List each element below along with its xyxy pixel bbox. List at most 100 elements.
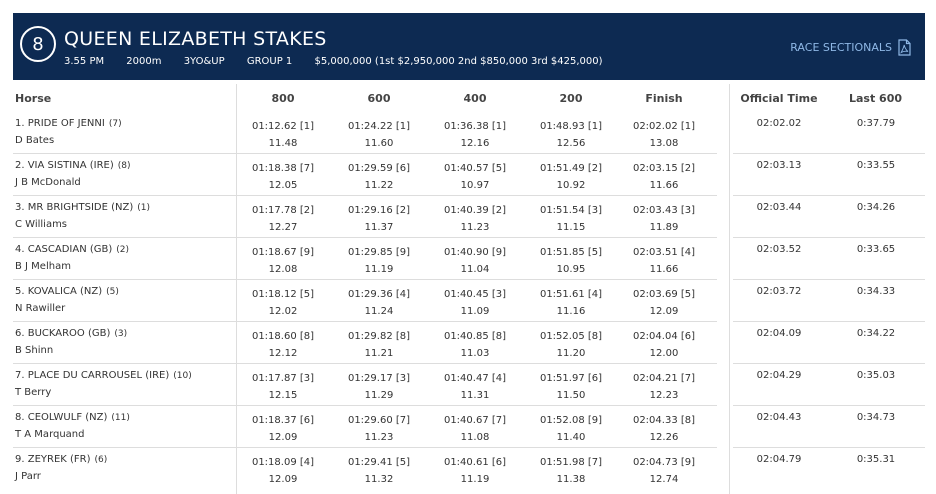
jockey-name: T A Marquand xyxy=(15,429,85,440)
sectional-time: 01:40.39 [2] xyxy=(443,205,507,216)
sectional-s600: 01:29.17 [3] 11.29 xyxy=(334,370,424,404)
race-age: 3YO&UP xyxy=(183,56,225,67)
barrier-number: (2) xyxy=(116,245,130,255)
sectional-time: 01:40.61 [6] xyxy=(443,457,507,468)
sectional-s800: 01:12.62 [1] 11.48 xyxy=(238,118,328,152)
sectional-s400: 01:40.67 [7] 11.08 xyxy=(430,412,520,446)
sectional-s400: 01:40.39 [2] 11.23 xyxy=(430,202,520,236)
sectional-s400: 01:36.38 [1] 12.16 xyxy=(430,118,520,152)
horse-name[interactable]: 2. VIA SISTINA (IRE) (8) xyxy=(15,160,131,171)
split-time: 11.03 xyxy=(460,348,490,359)
row-divider xyxy=(733,237,925,238)
split-time: 11.21 xyxy=(364,348,394,359)
sectional-finish: 02:03.69 [5] 12.09 xyxy=(619,286,709,320)
split-time: 11.31 xyxy=(460,390,490,401)
sectional-time: 01:18.12 [5] xyxy=(251,289,315,300)
sectional-time: 01:52.08 [9] xyxy=(539,415,603,426)
split-time: 10.97 xyxy=(460,180,490,191)
table-row: 6. BUCKAROO (GB) (3) B Shinn 01:18.60 [8] 12… xyxy=(13,322,925,364)
race-sectionals-link[interactable]: RACE SECTIONALS xyxy=(790,39,911,56)
last-600-time: 0:34.26 xyxy=(856,202,896,213)
sectional-time: 01:51.54 [3] xyxy=(539,205,603,216)
split-time: 12.09 xyxy=(268,474,298,485)
split-time: 11.48 xyxy=(268,138,298,149)
barrier-number: (8) xyxy=(117,161,131,171)
sectional-time: 01:52.05 [8] xyxy=(539,331,603,342)
official-time: 02:03.52 xyxy=(756,244,802,255)
sectional-time: 01:18.38 [7] xyxy=(251,163,315,174)
sectional-s400: 01:40.90 [9] 11.04 xyxy=(430,244,520,278)
split-time: 11.32 xyxy=(364,474,394,485)
col-600-header: 600 xyxy=(367,92,391,105)
horse-name[interactable]: 5. KOVALICA (NZ) (5) xyxy=(15,286,119,297)
col-200-header: 200 xyxy=(559,92,583,105)
sectional-time: 02:03.43 [3] xyxy=(632,205,696,216)
sectional-time: 01:29.85 [9] xyxy=(347,247,411,258)
last-600-time: 0:34.73 xyxy=(856,412,896,423)
official-time: 02:04.29 xyxy=(756,370,802,381)
table-row: 9. ZEYREK (FR) (6) J Parr 01:18.09 [4] 12.09… xyxy=(13,448,925,490)
sectional-time: 01:29.36 [4] xyxy=(347,289,411,300)
barrier-number: (11) xyxy=(111,413,130,423)
split-time: 11.60 xyxy=(364,138,394,149)
split-time: 12.05 xyxy=(268,180,298,191)
split-time: 11.23 xyxy=(460,222,490,233)
barrier-number: (6) xyxy=(94,455,108,465)
sectional-time: 01:18.09 [4] xyxy=(251,457,315,468)
race-header: 8 QUEEN ELIZABETH STAKES 3.55 PM 2000m 3… xyxy=(13,13,925,80)
jockey-name: J B McDonald xyxy=(15,177,81,188)
table-row: 4. CASCADIAN (GB) (2) B J Melham 01:18.67 [… xyxy=(13,238,925,280)
split-time: 12.16 xyxy=(460,138,490,149)
row-divider xyxy=(13,237,717,238)
pdf-icon xyxy=(898,39,911,56)
sectional-s200: 01:51.49 [2] 10.92 xyxy=(526,160,616,194)
col-horse-header: Horse xyxy=(15,92,52,105)
sectional-s800: 01:18.09 [4] 12.09 xyxy=(238,454,328,488)
sectional-finish: 02:03.43 [3] 11.89 xyxy=(619,202,709,236)
horse-name-text: 7. PLACE DU CARROUSEL (IRE) xyxy=(15,370,170,381)
sectional-s800: 01:17.87 [3] 12.15 xyxy=(238,370,328,404)
split-time: 11.40 xyxy=(556,432,586,443)
sectional-time: 01:29.59 [6] xyxy=(347,163,411,174)
official-time: 02:04.43 xyxy=(756,412,802,423)
sectional-s600: 01:29.41 [5] 11.32 xyxy=(334,454,424,488)
jockey-name: C Williams xyxy=(15,219,68,230)
split-time: 12.74 xyxy=(649,474,679,485)
horse-name[interactable]: 9. ZEYREK (FR) (6) xyxy=(15,454,107,465)
split-time: 12.15 xyxy=(268,390,298,401)
race-prize: $5,000,000 (1st $2,950,000 2nd $850,000 … xyxy=(314,56,603,67)
split-time: 12.08 xyxy=(268,264,298,275)
row-divider xyxy=(13,153,717,154)
sectional-s800: 01:18.67 [9] 12.08 xyxy=(238,244,328,278)
official-time: 02:02.02 xyxy=(756,118,802,129)
last-600-time: 0:33.55 xyxy=(856,160,896,171)
horse-name[interactable]: 4. CASCADIAN (GB) (2) xyxy=(15,244,129,255)
horse-name-text: 2. VIA SISTINA (IRE) xyxy=(15,160,114,171)
sectional-time: 01:18.37 [6] xyxy=(251,415,315,426)
sectional-finish: 02:04.33 [8] 12.26 xyxy=(619,412,709,446)
official-time: 02:03.44 xyxy=(756,202,802,213)
race-distance: 2000m xyxy=(126,56,162,67)
horse-name[interactable]: 1. PRIDE OF JENNI (7) xyxy=(15,118,122,129)
sectional-time: 01:40.90 [9] xyxy=(443,247,507,258)
official-time: 02:04.09 xyxy=(756,328,802,339)
official-time: 02:03.13 xyxy=(756,160,802,171)
row-divider xyxy=(733,153,925,154)
sectional-time: 01:51.98 [7] xyxy=(539,457,603,468)
horse-name[interactable]: 6. BUCKAROO (GB) (3) xyxy=(15,328,127,339)
sectional-s400: 01:40.61 [6] 11.19 xyxy=(430,454,520,488)
race-sectionals-label: RACE SECTIONALS xyxy=(790,41,892,54)
sectional-time: 01:51.85 [5] xyxy=(539,247,603,258)
column-divider xyxy=(729,84,730,494)
sectional-time: 01:51.97 [6] xyxy=(539,373,603,384)
sectional-finish: 02:04.21 [7] 12.23 xyxy=(619,370,709,404)
horse-name[interactable]: 3. MR BRIGHTSIDE (NZ) (1) xyxy=(15,202,150,213)
row-divider xyxy=(13,279,717,280)
split-time: 12.02 xyxy=(268,306,298,317)
horse-name[interactable]: 7. PLACE DU CARROUSEL (IRE) (10) xyxy=(15,370,192,381)
split-time: 10.92 xyxy=(556,180,586,191)
split-time: 12.09 xyxy=(268,432,298,443)
horse-name[interactable]: 8. CEOLWULF (NZ) (11) xyxy=(15,412,130,423)
sectional-s200: 01:51.98 [7] 11.38 xyxy=(526,454,616,488)
sectional-s600: 01:29.85 [9] 11.19 xyxy=(334,244,424,278)
